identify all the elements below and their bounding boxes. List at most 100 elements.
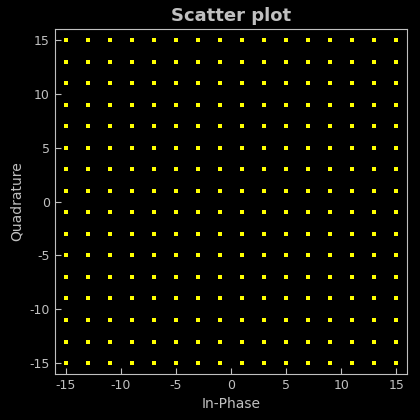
- Channel 1: [327, 187, 333, 194]
- Channel 1: [62, 80, 69, 87]
- Channel 1: [84, 166, 91, 173]
- Channel 1: [349, 144, 356, 151]
- Channel 1: [261, 123, 268, 130]
- Channel 1: [393, 80, 400, 87]
- Channel 1: [217, 123, 223, 130]
- Channel 1: [62, 231, 69, 237]
- Channel 1: [173, 338, 179, 345]
- Channel 1: [84, 231, 91, 237]
- Channel 1: [327, 58, 333, 65]
- Channel 1: [129, 252, 135, 259]
- Channel 1: [62, 338, 69, 345]
- Channel 1: [106, 37, 113, 44]
- Channel 1: [129, 37, 135, 44]
- Channel 1: [393, 209, 400, 216]
- Channel 1: [106, 58, 113, 65]
- Channel 1: [150, 252, 157, 259]
- Channel 1: [62, 58, 69, 65]
- Channel 1: [194, 231, 201, 237]
- Channel 1: [194, 58, 201, 65]
- Channel 1: [173, 144, 179, 151]
- Channel 1: [106, 360, 113, 366]
- Channel 1: [283, 317, 289, 323]
- Channel 1: [393, 317, 400, 323]
- Channel 1: [84, 209, 91, 216]
- Channel 1: [217, 338, 223, 345]
- Channel 1: [150, 231, 157, 237]
- Channel 1: [129, 360, 135, 366]
- Channel 1: [217, 317, 223, 323]
- Channel 1: [239, 317, 245, 323]
- Channel 1: [327, 101, 333, 108]
- Channel 1: [261, 338, 268, 345]
- Channel 1: [393, 231, 400, 237]
- Channel 1: [371, 231, 378, 237]
- Channel 1: [106, 295, 113, 302]
- Channel 1: [349, 58, 356, 65]
- Channel 1: [239, 209, 245, 216]
- Channel 1: [194, 209, 201, 216]
- Channel 1: [194, 360, 201, 366]
- Channel 1: [349, 80, 356, 87]
- Channel 1: [261, 231, 268, 237]
- Channel 1: [129, 58, 135, 65]
- Channel 1: [239, 231, 245, 237]
- Channel 1: [173, 166, 179, 173]
- Channel 1: [305, 317, 312, 323]
- Channel 1: [305, 360, 312, 366]
- Channel 1: [150, 338, 157, 345]
- Channel 1: [217, 252, 223, 259]
- Channel 1: [194, 273, 201, 280]
- Channel 1: [261, 273, 268, 280]
- Channel 1: [173, 209, 179, 216]
- Channel 1: [327, 166, 333, 173]
- Channel 1: [62, 37, 69, 44]
- Channel 1: [173, 252, 179, 259]
- Channel 1: [261, 187, 268, 194]
- Channel 1: [283, 144, 289, 151]
- Channel 1: [393, 58, 400, 65]
- Channel 1: [217, 58, 223, 65]
- Channel 1: [150, 317, 157, 323]
- Channel 1: [173, 101, 179, 108]
- Channel 1: [393, 338, 400, 345]
- Channel 1: [84, 252, 91, 259]
- Channel 1: [371, 338, 378, 345]
- Channel 1: [106, 123, 113, 130]
- Channel 1: [129, 101, 135, 108]
- Channel 1: [194, 338, 201, 345]
- Channel 1: [327, 338, 333, 345]
- Channel 1: [327, 80, 333, 87]
- Channel 1: [393, 144, 400, 151]
- Channel 1: [349, 123, 356, 130]
- Channel 1: [283, 360, 289, 366]
- Channel 1: [62, 144, 69, 151]
- Channel 1: [150, 295, 157, 302]
- Channel 1: [84, 58, 91, 65]
- Channel 1: [349, 338, 356, 345]
- Channel 1: [217, 187, 223, 194]
- Channel 1: [261, 166, 268, 173]
- Channel 1: [393, 187, 400, 194]
- Channel 1: [393, 123, 400, 130]
- Channel 1: [106, 80, 113, 87]
- Channel 1: [283, 231, 289, 237]
- Channel 1: [239, 123, 245, 130]
- Channel 1: [283, 58, 289, 65]
- Channel 1: [217, 295, 223, 302]
- Channel 1: [349, 295, 356, 302]
- Channel 1: [261, 360, 268, 366]
- Channel 1: [106, 144, 113, 151]
- Channel 1: [371, 209, 378, 216]
- Channel 1: [327, 37, 333, 44]
- Channel 1: [371, 144, 378, 151]
- Channel 1: [283, 187, 289, 194]
- Channel 1: [393, 273, 400, 280]
- Channel 1: [349, 187, 356, 194]
- Channel 1: [62, 252, 69, 259]
- Channel 1: [129, 187, 135, 194]
- Channel 1: [150, 123, 157, 130]
- Channel 1: [371, 80, 378, 87]
- Channel 1: [129, 166, 135, 173]
- Channel 1: [283, 252, 289, 259]
